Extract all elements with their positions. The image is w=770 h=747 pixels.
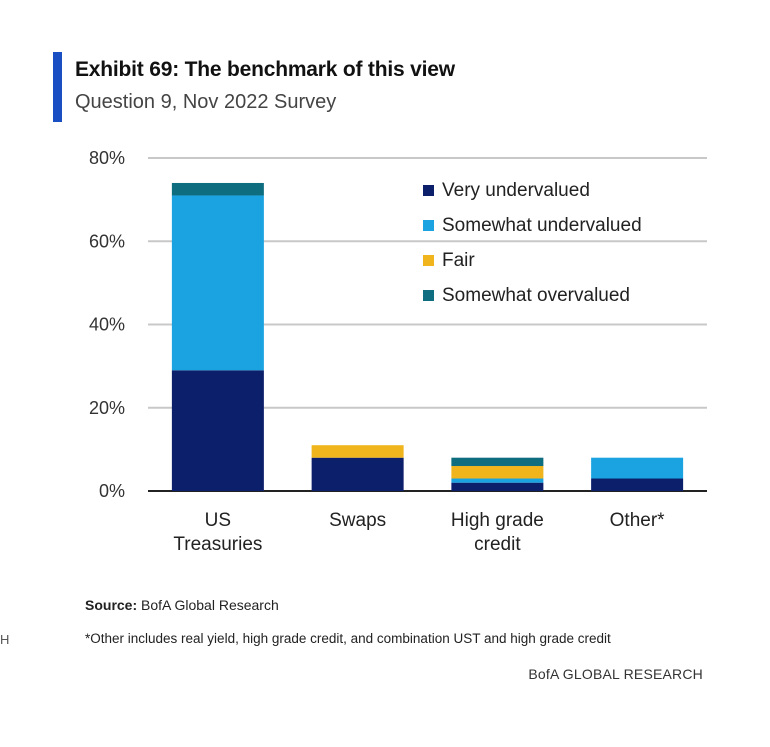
y-tick-label: 20% xyxy=(89,398,125,418)
bar-segment xyxy=(591,478,684,491)
bar-segment xyxy=(451,457,544,467)
bar-segment xyxy=(171,182,264,196)
source-text: BofA Global Research xyxy=(137,597,279,613)
legend-swatch xyxy=(423,290,434,301)
y-tick-label: 80% xyxy=(89,148,125,168)
x-category-label: Swaps xyxy=(329,510,386,531)
bar-segment xyxy=(171,195,264,371)
chart-subtitle: Question 9, Nov 2022 Survey xyxy=(75,91,337,113)
title-accent-bar xyxy=(53,52,62,122)
cropped-edge-text: H xyxy=(0,632,10,647)
y-axis-tick-labels: 0% 20% 40% 60% 80% xyxy=(89,148,125,501)
legend-label: Somewhat undervalued xyxy=(442,215,642,236)
bar-segment xyxy=(451,482,544,491)
bar-segment xyxy=(171,370,264,491)
bar-segment xyxy=(311,457,404,491)
x-category-label: Other* xyxy=(610,510,666,531)
brand-label: BofA GLOBAL RESEARCH xyxy=(528,666,703,682)
chart-title: Exhibit 69: The benchmark of this view xyxy=(75,58,455,81)
y-tick-label: 60% xyxy=(89,231,125,251)
footnote: *Other includes real yield, high grade c… xyxy=(85,631,611,646)
y-tick-label: 40% xyxy=(89,315,125,335)
x-category-label: US Treasuries xyxy=(173,510,262,555)
bar-stacks xyxy=(171,182,684,491)
bar-segment xyxy=(451,478,544,483)
legend-label: Fair xyxy=(442,250,475,271)
legend-swatch xyxy=(423,255,434,266)
bar-segment xyxy=(311,445,404,458)
legend-swatch xyxy=(423,220,434,231)
legend-label: Somewhat overvalued xyxy=(442,285,630,306)
legend: Very undervalued Somewhat undervalued Fair… xyxy=(423,180,642,306)
x-category-label: High grade credit xyxy=(451,510,544,555)
legend-swatch xyxy=(423,185,434,196)
bar-segment xyxy=(591,457,684,479)
bar-segment xyxy=(451,466,544,479)
source-label: Source: xyxy=(85,597,138,613)
y-tick-label: 0% xyxy=(99,481,125,501)
bar-chart: 0% 20% 40% 60% 80% US Treasuries Swaps High gra… xyxy=(89,148,707,555)
legend-label: Very undervalued xyxy=(442,180,590,201)
source-note: Source: BofA Global Research xyxy=(85,597,279,613)
x-axis-category-labels: US Treasuries Swaps High grade credit Other* xyxy=(173,510,665,555)
